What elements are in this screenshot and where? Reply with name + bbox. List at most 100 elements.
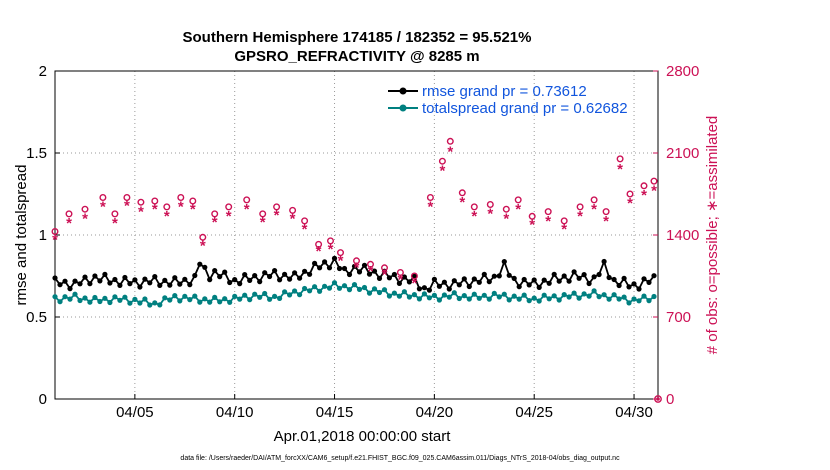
data-point (496, 273, 502, 279)
data-point (551, 293, 557, 299)
obs-possible-marker (177, 193, 185, 201)
x-tick-label: 04/30 (615, 404, 653, 421)
obs-possible-marker (289, 206, 297, 214)
data-point (466, 296, 472, 302)
data-point (431, 292, 437, 298)
data-point (182, 293, 188, 299)
data-point (411, 292, 417, 298)
data-point (461, 276, 467, 282)
data-point (626, 300, 632, 306)
series-possible (51, 137, 658, 280)
data-point (302, 268, 308, 274)
data-point (117, 282, 123, 288)
obs-assimilated-marker: * (397, 271, 403, 288)
data-point (351, 263, 358, 269)
data-point (426, 295, 432, 301)
y-tick-label: 1 (39, 227, 47, 244)
data-point (287, 292, 293, 298)
data-point (566, 278, 572, 284)
obs-possible-marker (486, 200, 494, 208)
data-point (571, 269, 577, 275)
data-point (526, 282, 532, 288)
data-point (232, 277, 238, 283)
obs-assimilated-marker: * (66, 215, 72, 232)
obs-possible-marker (199, 233, 207, 241)
obs-possible-marker (396, 269, 404, 277)
data-point (451, 278, 457, 284)
data-point (391, 290, 397, 296)
obs-possible-marker (381, 264, 389, 272)
data-point (212, 294, 218, 300)
obs-assimilated-marker: * (338, 253, 344, 270)
data-point (207, 277, 213, 283)
y2-tick-label: 0 (666, 391, 674, 408)
data-point (356, 286, 363, 292)
data-point (287, 276, 293, 282)
data-point (112, 294, 118, 300)
data-point (421, 285, 427, 291)
obs-assimilated-marker: * (226, 208, 232, 225)
data-point (566, 294, 572, 300)
chart-title: Southern Hemisphere 174185 / 182352 = 95… (183, 29, 532, 46)
data-point (277, 277, 283, 283)
obs-possible-marker (189, 197, 197, 205)
data-point (102, 295, 108, 301)
data-point (391, 271, 397, 278)
data-point (331, 255, 338, 261)
grid-lines (55, 71, 658, 399)
obs-assimilated-marker: * (260, 214, 266, 231)
data-point (197, 299, 203, 305)
data-point (57, 282, 63, 288)
data-point (152, 300, 158, 306)
obs-assimilated-marker: * (178, 199, 184, 216)
data-point (197, 261, 203, 267)
data-point (476, 279, 482, 285)
data-point (486, 296, 492, 302)
zero-possible-marker (654, 395, 662, 403)
obs-possible-marker (410, 272, 418, 280)
data-point (581, 291, 587, 297)
obs-possible-marker (111, 210, 119, 218)
data-point (516, 296, 522, 302)
data-point (326, 285, 333, 291)
data-point (416, 286, 422, 292)
x-tick-label: 04/20 (416, 404, 454, 421)
obs-possible-marker (353, 257, 361, 265)
data-point (292, 270, 298, 276)
legend-marker-totalspread (399, 104, 407, 112)
data-point (167, 282, 173, 288)
obs-assimilated-marker: * (190, 201, 196, 218)
x-tick-label: 04/15 (316, 404, 354, 421)
data-point (72, 291, 78, 297)
obs-possible-marker (99, 193, 107, 201)
data-point (346, 271, 353, 278)
data-point (187, 282, 193, 288)
data-point (157, 302, 163, 308)
data-point (127, 300, 133, 306)
obs-assimilated-marker: * (52, 232, 58, 249)
data-point (491, 290, 497, 296)
legend-entry-totalspread: totalspread grand pr = 0.62682 (422, 100, 628, 117)
obs-assimilated-marker: * (164, 208, 170, 225)
obs-assimilated-marker: * (382, 267, 388, 284)
data-point (322, 259, 328, 265)
data-point (322, 283, 328, 289)
data-point (486, 279, 492, 285)
data-point (551, 271, 557, 277)
obs-assimilated-marker: * (328, 241, 334, 258)
obs-assimilated-marker: * (503, 210, 509, 227)
data-point (172, 275, 178, 281)
data-point (172, 293, 178, 299)
data-point (52, 294, 58, 300)
obs-possible-marker (438, 157, 446, 165)
data-point (157, 282, 163, 288)
data-point (546, 296, 552, 302)
data-point (87, 281, 93, 287)
data-point (651, 293, 657, 300)
obs-possible-marker (259, 210, 267, 218)
x-tick-label: 04/25 (515, 404, 553, 421)
y-tick-label: 0.5 (26, 309, 47, 326)
data-point (641, 276, 647, 282)
data-point (312, 284, 318, 290)
